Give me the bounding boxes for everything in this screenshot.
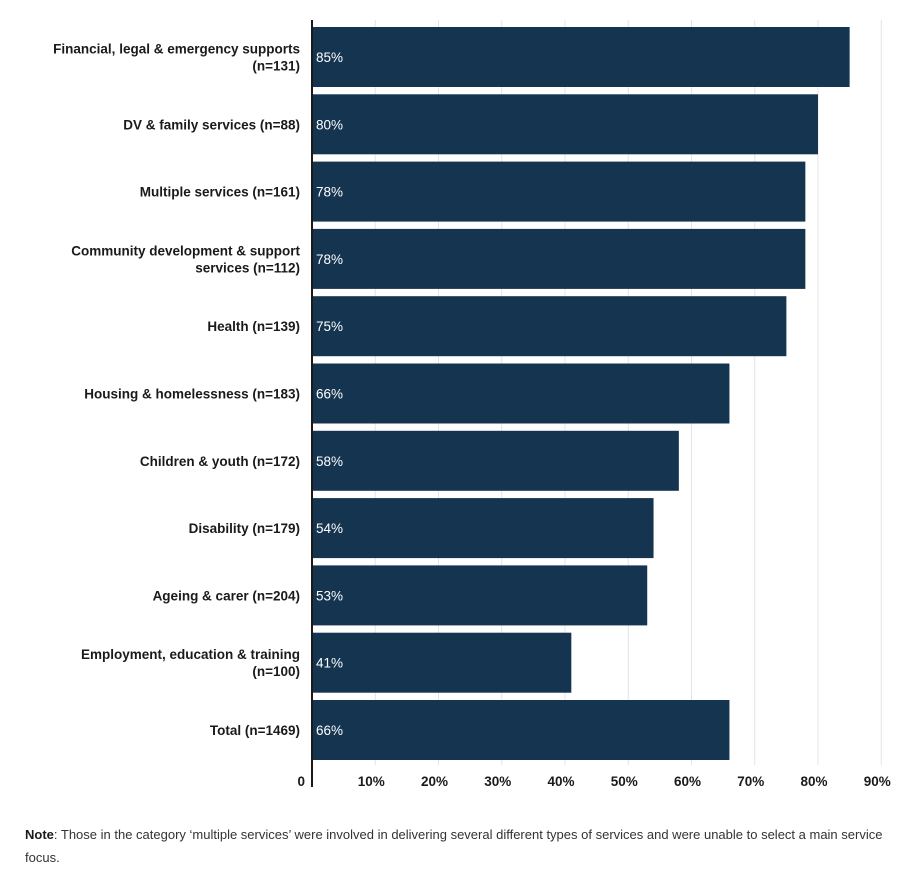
bar-9 (313, 632, 572, 693)
category-label-6: Children & youth (n=172) (140, 454, 300, 469)
category-label-2: Multiple services (n=161) (140, 185, 300, 200)
x-tick-label-40: 40% (547, 774, 574, 789)
category-label-line: Financial, legal & emergency supports (53, 42, 300, 57)
x-tick-label-30: 30% (484, 774, 511, 789)
bar-2 (313, 161, 806, 222)
note-label: Note (25, 827, 54, 842)
category-label-line: (n=131) (252, 59, 300, 74)
category-label-10: Total (n=1469) (210, 723, 300, 738)
category-label-9: Employment, education & training (n=100) (81, 647, 300, 679)
bars (313, 27, 850, 760)
value-label-4: 75% (316, 319, 343, 334)
bar-3 (313, 228, 806, 289)
bar-5 (313, 363, 730, 424)
bar-1 (313, 94, 818, 155)
x-tick-label-10: 10% (358, 774, 385, 789)
value-label-6: 58% (316, 454, 343, 469)
bar-8 (313, 565, 648, 626)
x-tick-label-60: 60% (674, 774, 701, 789)
bar-7 (313, 498, 654, 559)
x-tick-label-0: 0 (297, 774, 305, 789)
category-label-3: Community development & support services … (71, 243, 300, 275)
x-tick-label-80: 80% (800, 774, 827, 789)
category-label-7: Disability (n=179) (189, 521, 300, 536)
value-label-5: 66% (316, 387, 343, 402)
value-label-7: 54% (316, 521, 343, 536)
category-label-line: DV & family services (n=88) (123, 117, 300, 132)
category-label-line: Employment, education & training (81, 647, 300, 662)
value-label-0: 85% (316, 50, 343, 65)
bar-10 (313, 700, 730, 760)
value-label-10: 66% (316, 723, 343, 738)
category-labels: Financial, legal & emergency supports (n=… (53, 42, 300, 739)
value-label-9: 41% (316, 656, 343, 671)
category-label-4: Health (n=139) (207, 319, 300, 334)
category-label-line: Community development & support (71, 243, 300, 258)
category-label-line: Multiple services (n=161) (140, 185, 300, 200)
x-tick-label-90: 90% (864, 774, 891, 789)
category-label-line: Housing & homelessness (n=183) (84, 387, 300, 402)
value-label-8: 53% (316, 588, 343, 603)
category-label-8: Ageing & carer (n=204) (153, 588, 300, 603)
x-tick-label-20: 20% (421, 774, 448, 789)
bar-4 (313, 296, 787, 357)
category-label-0: Financial, legal & emergency supports (n=… (53, 42, 300, 74)
bar-6 (313, 430, 679, 491)
value-labels: 85% 80% 78% 78% 75% 66% 58% 54% 53% 41% 66% (316, 50, 343, 738)
category-label-5: Housing & homelessness (n=183) (84, 387, 300, 402)
chart-note: Note: Those in the category ‘multiple se… (25, 823, 885, 869)
x-tick-labels: 0 10% 20% 30% 40% 50% 60% 70% 80% 90% (297, 774, 890, 789)
category-label-line: Total (n=1469) (210, 723, 300, 738)
category-label-line: Health (n=139) (207, 319, 300, 334)
value-label-2: 78% (316, 185, 343, 200)
note-text: : Those in the category ‘multiple servic… (25, 827, 883, 865)
category-label-line: services (n=112) (195, 260, 300, 275)
bar-0 (313, 27, 850, 87)
category-label-line: Ageing & carer (n=204) (153, 588, 300, 603)
value-label-1: 80% (316, 117, 343, 132)
x-tick-label-50: 50% (611, 774, 638, 789)
category-label-line: Disability (n=179) (189, 521, 300, 536)
category-label-line: (n=100) (252, 664, 300, 679)
category-label-1: DV & family services (n=88) (123, 117, 300, 132)
x-tick-label-70: 70% (737, 774, 764, 789)
value-label-3: 78% (316, 252, 343, 267)
category-label-line: Children & youth (n=172) (140, 454, 300, 469)
bar-chart: Financial, legal & emergency supports (n=… (53, 20, 891, 789)
